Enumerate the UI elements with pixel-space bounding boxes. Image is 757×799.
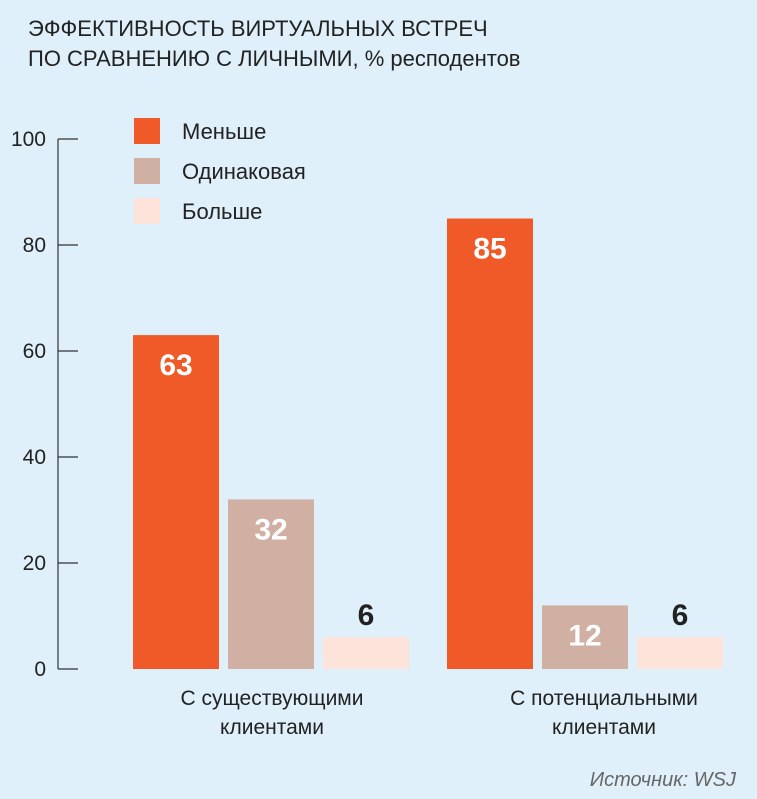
legend-label: Меньше	[182, 119, 266, 144]
data-label: 6	[672, 599, 689, 632]
legend: Меньше Одинаковая Больше	[134, 118, 306, 224]
y-tick-label: 80	[23, 234, 46, 257]
category-label: С потенциальными	[510, 687, 698, 710]
chart-title-line-2: ПО СРАВНЕНИЮ С ЛИЧНЫМИ, % респодентов	[28, 46, 521, 71]
category-label: С существующими	[181, 687, 364, 710]
bar	[323, 637, 409, 669]
legend-label: Больше	[182, 199, 262, 224]
legend-label: Одинаковая	[182, 159, 306, 184]
data-label: 85	[473, 233, 506, 266]
bar	[637, 637, 723, 669]
bar	[228, 499, 314, 669]
data-label: 32	[254, 513, 287, 546]
category-label: клиентами	[552, 716, 656, 739]
legend-swatch	[134, 118, 160, 144]
y-tick-label: 40	[23, 446, 46, 469]
category-label: клиентами	[220, 716, 324, 739]
legend-swatch	[134, 158, 160, 184]
y-tick-label: 60	[23, 340, 46, 363]
bar	[542, 605, 628, 669]
y-tick-label: 100	[11, 128, 46, 151]
bars: 63 32 6 85 12 6	[133, 218, 723, 669]
y-tick-label: 20	[23, 552, 46, 575]
data-label: 63	[159, 349, 192, 382]
category-labels: С существующими клиентами С потенциальными…	[181, 687, 698, 739]
data-label: 12	[568, 619, 601, 652]
chart-title-line-1: ЭФФЕКТИВНОСТЬ ВИРТУАЛЬНЫХ ВСТРЕЧ	[28, 16, 488, 41]
bar	[447, 218, 533, 669]
y-axis: 0 20 40 60 80 100	[11, 128, 78, 681]
y-tick-label: 0	[34, 658, 46, 681]
legend-swatch	[134, 198, 160, 224]
source-note: Источник: WSJ	[590, 769, 737, 791]
bar	[133, 335, 219, 669]
data-label: 6	[358, 599, 375, 632]
